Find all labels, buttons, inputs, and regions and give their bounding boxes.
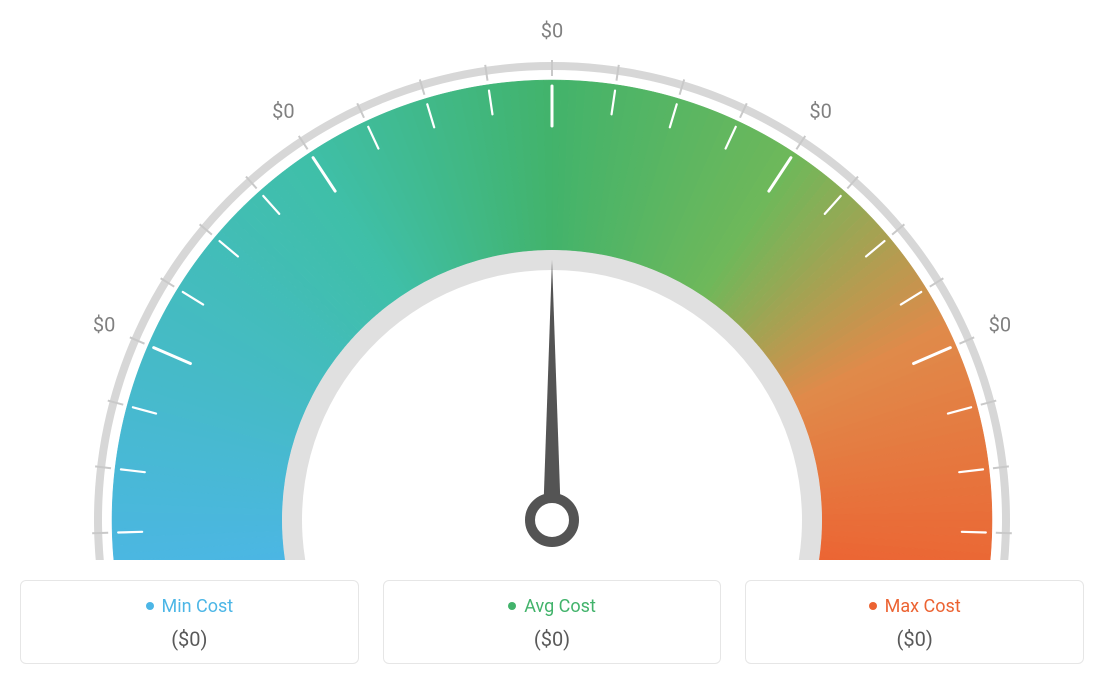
legend-title-avg: Avg Cost <box>508 596 596 617</box>
gauge-chart: $0$0$0$0$0$0$0 <box>20 20 1084 560</box>
legend-title-min: Min Cost <box>146 596 234 617</box>
legend-title-min-text: Min Cost <box>162 596 234 617</box>
legend-dot-max <box>869 602 877 610</box>
gauge-tick-label: $0 <box>809 99 831 123</box>
legend-card-max: Max Cost ($0) <box>745 580 1084 664</box>
legend-row: Min Cost ($0) Avg Cost ($0) Max Cost ($0… <box>20 580 1084 664</box>
legend-title-avg-text: Avg Cost <box>524 596 596 617</box>
legend-title-max: Max Cost <box>869 596 961 617</box>
legend-value-min: ($0) <box>31 627 348 651</box>
legend-dot-avg <box>508 602 516 610</box>
legend-card-avg: Avg Cost ($0) <box>383 580 722 664</box>
legend-value-avg: ($0) <box>394 627 711 651</box>
gauge-tick-label: $0 <box>93 312 115 336</box>
legend-card-min: Min Cost ($0) <box>20 580 359 664</box>
gauge-svg: $0$0$0$0$0$0$0 <box>20 20 1084 560</box>
gauge-tick-label: $0 <box>989 312 1011 336</box>
legend-title-max-text: Max Cost <box>885 596 961 617</box>
legend-dot-min <box>146 602 154 610</box>
gauge-tick-label: $0 <box>272 99 294 123</box>
legend-value-max: ($0) <box>756 627 1073 651</box>
gauge-tick-label: $0 <box>541 20 563 42</box>
gauge-needle <box>530 260 574 542</box>
